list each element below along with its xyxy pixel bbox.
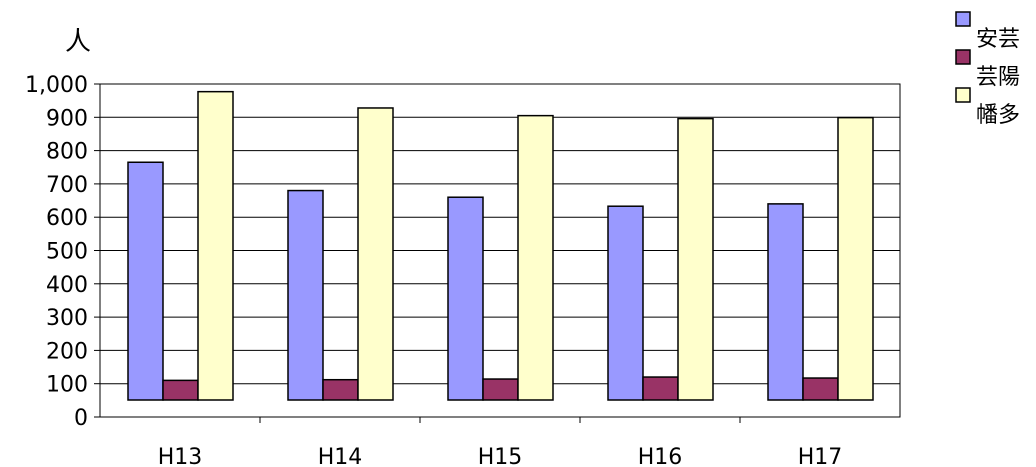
bar-H17-0 [767, 203, 804, 401]
y-tick-label: 0 [74, 406, 88, 431]
y-tick-label: 300 [46, 306, 88, 331]
y-tick-label: 900 [46, 106, 88, 131]
x-tick-label: H15 [478, 445, 523, 467]
bar-H13-0 [127, 161, 164, 401]
x-tick-label: H16 [638, 445, 683, 467]
x-tick-label: H13 [158, 445, 203, 467]
bars [127, 90, 874, 401]
bar-H17-1 [802, 377, 839, 401]
legend-swatch [955, 49, 971, 65]
bar-H15-0 [447, 196, 484, 401]
x-tick-label: H17 [798, 445, 843, 467]
legend-label: 幡多 [976, 103, 1020, 128]
bar-H13-2 [197, 90, 234, 401]
bar-H13-1 [162, 379, 199, 401]
unit-label: 人 [65, 27, 91, 57]
x-tick-label: H14 [318, 445, 363, 467]
x-axis-ticks: H13 H14 H15 H16 H17 [158, 417, 843, 467]
legend-swatch [955, 87, 971, 103]
bar-H17-2 [837, 116, 874, 401]
bar-H16-0 [607, 205, 644, 401]
y-tick-label: 800 [46, 140, 88, 165]
bar-H14-2 [357, 107, 394, 401]
legend-swatch [955, 11, 971, 27]
y-tick-label: 400 [46, 273, 88, 298]
legend-label: 安芸 [976, 27, 1020, 52]
bar-H15-2 [517, 114, 554, 401]
y-tick-label: 1,000 [25, 73, 88, 98]
y-tick-label: 200 [46, 339, 88, 364]
y-tick-label: 600 [46, 206, 88, 231]
legend-label: 芸陽 [976, 65, 1020, 90]
y-tick-label: 700 [46, 173, 88, 198]
y-tick-label: 100 [46, 373, 88, 398]
bar-H16-2 [677, 117, 714, 401]
bar-H16-1 [642, 376, 679, 401]
bar-H14-0 [287, 189, 324, 401]
y-tick-label: 500 [46, 240, 88, 265]
bar-H15-1 [482, 378, 519, 401]
bar-H14-1 [322, 378, 359, 401]
y-axis-ticks: 0 100 200 300 400 500 600 700 800 900 1,000 [25, 73, 100, 431]
